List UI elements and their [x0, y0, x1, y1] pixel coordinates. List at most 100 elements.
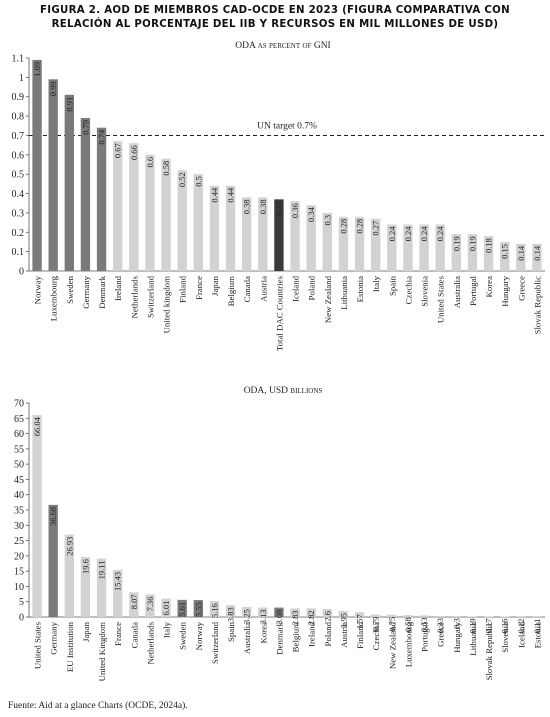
x-category-label: Austria [339, 622, 349, 648]
bar-value-label: 0.58 [161, 161, 171, 176]
x-category-label: Korea [258, 622, 268, 644]
bar-value-label: 3.13 [258, 609, 268, 624]
x-category-label: Canada [129, 622, 139, 648]
x-category-label: Denmark [274, 621, 284, 654]
bar-value-label: 19.11 [97, 561, 107, 580]
y-tick-label: 15 [14, 567, 24, 578]
x-category-label: Finland [355, 621, 365, 648]
figure-title-line-2: RELACIÓN AL PORCENTAJE DEL IIB Y RECURSO… [51, 19, 499, 30]
x-category-label: Belgium [291, 622, 301, 652]
bar [113, 569, 123, 617]
bar [387, 614, 397, 617]
bar-value-label: 0.19 [467, 236, 477, 251]
bar [209, 601, 220, 617]
x-category-label: EU Institution [65, 621, 75, 672]
x-category-label: Norway [33, 275, 43, 304]
bar [354, 216, 365, 271]
bar [483, 616, 494, 617]
x-category-label: Luxembourg [49, 275, 59, 321]
bar-value-label: 2.82 [306, 610, 316, 625]
bar-value-label: 0.6 [145, 157, 155, 168]
bar-value-label: 0.79 [80, 120, 90, 135]
x-category-label: Switzerland [145, 275, 155, 318]
bar-value-label: 0.14 [516, 245, 526, 261]
bar [80, 118, 91, 271]
chart-title: ODA as percent of GNI [235, 41, 330, 51]
bar-value-label: 0.38 [242, 199, 252, 214]
bar [145, 594, 155, 617]
bar [177, 170, 187, 271]
y-tick-label: 0 [19, 613, 24, 624]
bar [225, 185, 236, 271]
bar-value-label: 0.28 [355, 219, 365, 234]
bar [113, 141, 123, 271]
bar-value-label: 0.17 [484, 618, 494, 633]
y-tick-label: 0 [19, 267, 24, 278]
y-tick-label: 65 [14, 414, 24, 425]
bar-value-label: 19.6 [80, 559, 90, 574]
y-tick-label: 0.1 [12, 247, 25, 258]
bar [64, 534, 74, 617]
y-tick-label: 25 [14, 536, 24, 547]
bar-value-label: 0.14 [532, 245, 542, 261]
bar [48, 79, 58, 271]
x-category-label: New Zealand [323, 275, 333, 323]
x-category-label: Slovenia [500, 622, 510, 653]
bar-value-label: 15.43 [113, 572, 123, 591]
bar-value-label: 0.16 [500, 619, 510, 634]
bar-value-label: 0.79 [371, 617, 381, 632]
bar-value-label: 0.24 [419, 226, 429, 242]
x-category-label: Italy [162, 621, 172, 638]
bar-value-label: 0.33 [435, 618, 445, 633]
bar [96, 558, 107, 617]
bar [419, 224, 429, 271]
x-category-label: Portugal [468, 275, 478, 305]
x-category-label: Canada [242, 276, 252, 302]
bar [193, 600, 203, 617]
x-category-label: Spain [226, 621, 236, 642]
source-note: Fuente: Aid at a glance Charts (OCDE, 20… [8, 701, 188, 711]
x-category-label: Slovak Republic [532, 276, 542, 334]
bar [483, 236, 494, 271]
bar [32, 59, 42, 271]
bar-value-label: 0.53 [419, 617, 429, 632]
x-category-label: Sweden [178, 621, 188, 649]
bar-value-label: 0.99 [48, 81, 58, 96]
bar-value-label: 2.83 [290, 610, 300, 625]
x-category-label: Estonia [532, 622, 542, 648]
y-tick-label: 0.5 [12, 170, 25, 181]
bar [290, 201, 300, 271]
x-category-label: Germany [49, 621, 59, 654]
y-tick-label: 0.4 [12, 189, 25, 200]
bar [306, 608, 316, 617]
bar [225, 605, 236, 617]
bar-value-label: 0.74 [97, 129, 107, 145]
y-tick-label: 50 [14, 460, 24, 471]
y-tick-label: 10 [14, 582, 24, 593]
x-category-label: Japan [210, 275, 220, 296]
bar [532, 243, 542, 271]
x-category-label: Total DAC Countries [274, 275, 284, 351]
x-category-label: Sweden [65, 275, 75, 303]
y-tick-label: 55 [14, 444, 24, 455]
x-category-label: Czechia [371, 622, 381, 650]
y-tick-label: 1.1 [12, 54, 25, 65]
bar [209, 185, 220, 271]
bar [306, 205, 316, 271]
y-tick-label: 0.9 [12, 92, 25, 103]
bar-value-label: 0.36 [290, 203, 300, 218]
bar-value-label: 8.07 [129, 594, 139, 609]
bar-value-label: 0.19 [467, 618, 477, 633]
bar [467, 616, 478, 617]
bar-value-label: 0.75 [387, 617, 397, 632]
bar-value-label: 0.19 [451, 236, 461, 251]
un-target-label: UN target 0.7% [257, 121, 317, 131]
bar [322, 609, 332, 617]
x-category-label: United States [33, 621, 43, 669]
bar-value-label: 0.91 [64, 97, 74, 112]
x-category-label: Denmark [97, 275, 107, 308]
bar [403, 615, 413, 617]
figure-title-line-1: FIGURA 2. AOD DE MIEMBROS CAD-OCDE EN 20… [40, 5, 510, 16]
x-category-label: Japan [81, 621, 91, 642]
